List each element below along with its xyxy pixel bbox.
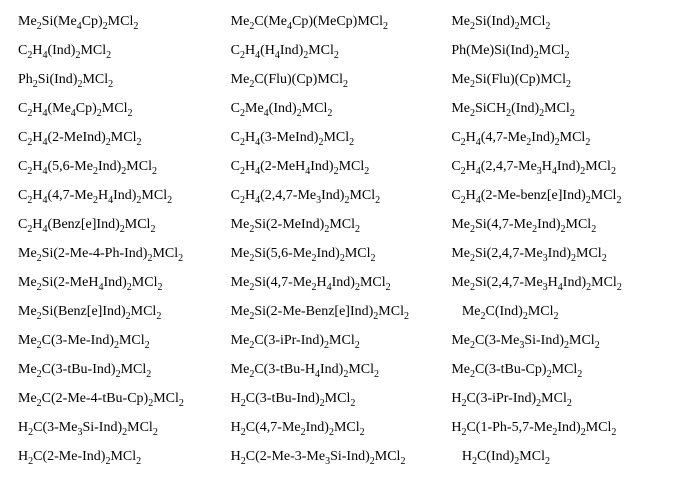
compound-cell: Me2C(Flu)(Cp)MCl2 [231, 72, 444, 88]
compound-cell: Me2Si(2-Me-4-Ph-Ind)2MCl2 [18, 246, 231, 262]
compound-cell: Me2C(3-tBu-Ind)2MCl2 [18, 362, 231, 378]
compound-cell: H2C(3-Me3Si-Ind)2MCl2 [18, 420, 231, 436]
compound-cell: Me2Si(2,4,7-Me3Ind)2MCl2 [443, 246, 656, 262]
compound-cell: Me2Si(5,6-Me2Ind)2MCl2 [231, 246, 444, 262]
compound-cell: Me2Si(Ind)2MCl2 [443, 14, 656, 30]
compound-cell: C2H4(3-MeInd)2MCl2 [231, 130, 444, 146]
compound-cell: Me2Si(2-MeH4Ind)2MCl2 [18, 275, 231, 291]
compound-cell: H2C(2-Me-3-Me3Si-Ind)2MCl2 [231, 449, 444, 465]
compound-cell: H2C(4,7-Me2Ind)2MCl2 [231, 420, 444, 436]
compound-cell: Ph2Si(Ind)2MCl2 [18, 72, 231, 88]
compound-cell: H2C(2-Me-Ind)2MCl2 [18, 449, 231, 465]
compound-cell: C2H4(2,4,7-Me3Ind)2MCl2 [231, 188, 444, 204]
compound-cell: C2H4(4,7-Me2Ind)2MCl2 [443, 130, 656, 146]
compound-cell: Me2C(3-Me-Ind)2MCl2 [18, 333, 231, 349]
compound-cell: Me2Si(4,7-Me2H4Ind)2MCl2 [231, 275, 444, 291]
compound-cell: H2C(Ind)2MCl2 [443, 449, 656, 465]
compound-cell: C2H4(Ind)2MCl2 [18, 43, 231, 59]
compound-cell: Me2C(Me4Cp)(MeCp)MCl2 [231, 14, 444, 30]
compound-cell: Me2Si(2-Me-Benz[e]Ind)2MCl2 [231, 304, 444, 320]
compound-cell: H2C(1-Ph-5,7-Me2Ind)2MCl2 [443, 420, 656, 436]
compound-cell: H2C(3-iPr-Ind)2MCl2 [443, 391, 656, 407]
compound-cell: C2H4(2-MeInd)2MCl2 [18, 130, 231, 146]
compound-cell: Me2Si(4,7-Me2Ind)2MCl2 [443, 217, 656, 233]
compound-table: Me2Si(Me4Cp)2MCl2Me2C(Me4Cp)(MeCp)MCl2Me… [18, 14, 656, 465]
compound-cell: Me2C(3-iPr-Ind)2MCl2 [231, 333, 444, 349]
compound-cell: C2H4(5,6-Me2Ind)2MCl2 [18, 159, 231, 175]
compound-cell: Me2C(Ind)2MCl2 [443, 304, 656, 320]
compound-cell: C2H4(Me4Cp)2MCl2 [18, 101, 231, 117]
compound-cell: C2H4(4,7-Me2H4Ind)2MCl2 [18, 188, 231, 204]
compound-cell: Me2Si(2-MeInd)2MCl2 [231, 217, 444, 233]
compound-cell: Me2C(3-tBu-Cp)2MCl2 [443, 362, 656, 378]
compound-cell: Me2Si(Me4Cp)2MCl2 [18, 14, 231, 30]
compound-cell: C2H4(Benz[e]Ind)2MCl2 [18, 217, 231, 233]
compound-cell: Me2Si(Benz[e]Ind)2MCl2 [18, 304, 231, 320]
compound-cell: Me2Si(Flu)(Cp)MCl2 [443, 72, 656, 88]
compound-cell: Me2SiCH2(Ind)2MCl2 [443, 101, 656, 117]
compound-cell: Me2Si(2,4,7-Me3H4Ind)2MCl2 [443, 275, 656, 291]
compound-cell: C2H4(2,4,7-Me3H4Ind)2MCl2 [443, 159, 656, 175]
compound-cell: Me2C(3-Me3Si-Ind)2MCl2 [443, 333, 656, 349]
compound-cell: Me2C(3-tBu-H4Ind)2MCl2 [231, 362, 444, 378]
compound-cell: Ph(Me)Si(Ind)2MCl2 [443, 43, 656, 59]
compound-cell: C2H4(2-Me-benz[e]Ind)2MCl2 [443, 188, 656, 204]
compound-cell: H2C(3-tBu-Ind)2MCl2 [231, 391, 444, 407]
compound-cell: Me2C(2-Me-4-tBu-Cp)2MCl2 [18, 391, 231, 407]
compound-cell: C2H4(H4Ind)2MCl2 [231, 43, 444, 59]
compound-cell: C2Me4(Ind)2MCl2 [231, 101, 444, 117]
compound-cell: C2H4(2-MeH4Ind)2MCl2 [231, 159, 444, 175]
